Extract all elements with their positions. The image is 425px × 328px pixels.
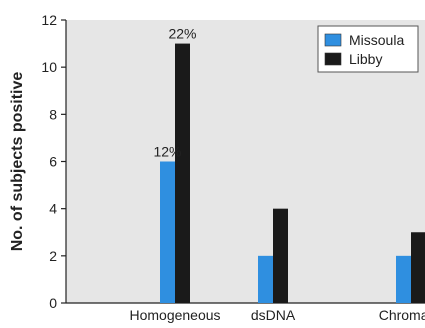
bar-libby-homogeneous (175, 43, 190, 303)
y-tick-label: 6 (49, 154, 57, 170)
bar-missoula-chromatin (396, 255, 411, 303)
legend-swatch (324, 33, 342, 47)
legend-swatch (324, 52, 342, 66)
legend-label: Libby (349, 51, 382, 67)
bar-missoula-homogeneous (160, 161, 175, 303)
bar-libby-dsdna (273, 208, 288, 303)
x-tick-label: dsDNA (251, 307, 296, 323)
y-tick-label: 2 (49, 248, 57, 264)
y-tick-label: 8 (49, 106, 57, 122)
bar-annotation: 22% (168, 26, 196, 42)
legend-label: Missoula (349, 32, 404, 48)
y-tick-label: 4 (49, 201, 57, 217)
y-axis-title: No. of subjects positive (9, 72, 26, 252)
bar-missoula-dsdna (258, 255, 273, 303)
x-tick-label: Homogeneous (129, 307, 220, 323)
y-tick-label: 0 (49, 295, 57, 311)
x-tick-label: Chromatin (379, 307, 425, 323)
bar-libby-chromatin (411, 232, 425, 303)
y-tick-label: 10 (41, 59, 57, 75)
y-tick-label: 12 (41, 12, 57, 28)
bar-annotation: 12% (153, 144, 181, 160)
